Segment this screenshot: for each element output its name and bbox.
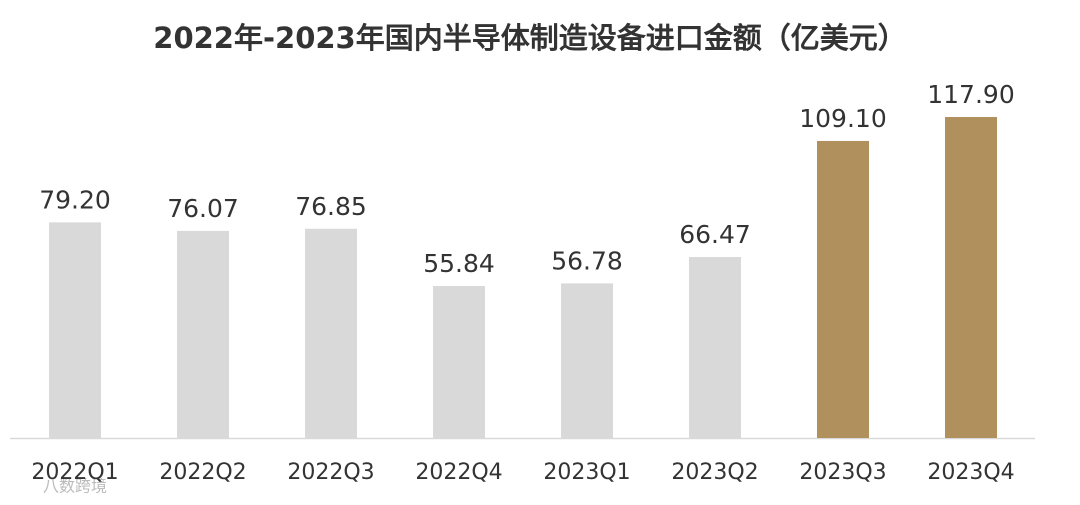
x-tick-label: 2022Q3: [287, 460, 374, 485]
value-label: 55.84: [423, 249, 495, 278]
bar: [561, 283, 613, 438]
x-tick-label: 2022Q4: [415, 460, 502, 485]
bar: [817, 140, 869, 438]
bar: [49, 222, 101, 438]
x-tick-label: 2023Q4: [927, 460, 1014, 485]
bar: [945, 117, 997, 438]
value-label: 79.20: [39, 185, 111, 214]
value-label: 76.85: [295, 192, 367, 221]
value-label: 56.78: [551, 246, 623, 275]
value-label: 117.90: [927, 80, 1014, 109]
bar: [305, 228, 357, 438]
value-label: 109.10: [799, 104, 886, 133]
watermark: 八数跨境: [43, 477, 107, 496]
bar: [177, 230, 229, 438]
x-tick-label: 2023Q3: [799, 460, 886, 485]
value-label: 66.47: [679, 220, 751, 249]
bar: [689, 257, 741, 438]
x-tick-label: 2022Q2: [159, 460, 246, 485]
x-tick-label: 2022Q1: [31, 460, 118, 485]
chart-title: 2022年-2023年国内半导体制造设备进口金额（亿美元）: [153, 21, 906, 55]
bar: [433, 285, 485, 438]
x-tick-label: 2023Q2: [671, 460, 758, 485]
value-label: 76.07: [167, 194, 239, 223]
x-tick-label: 2023Q1: [543, 460, 630, 485]
